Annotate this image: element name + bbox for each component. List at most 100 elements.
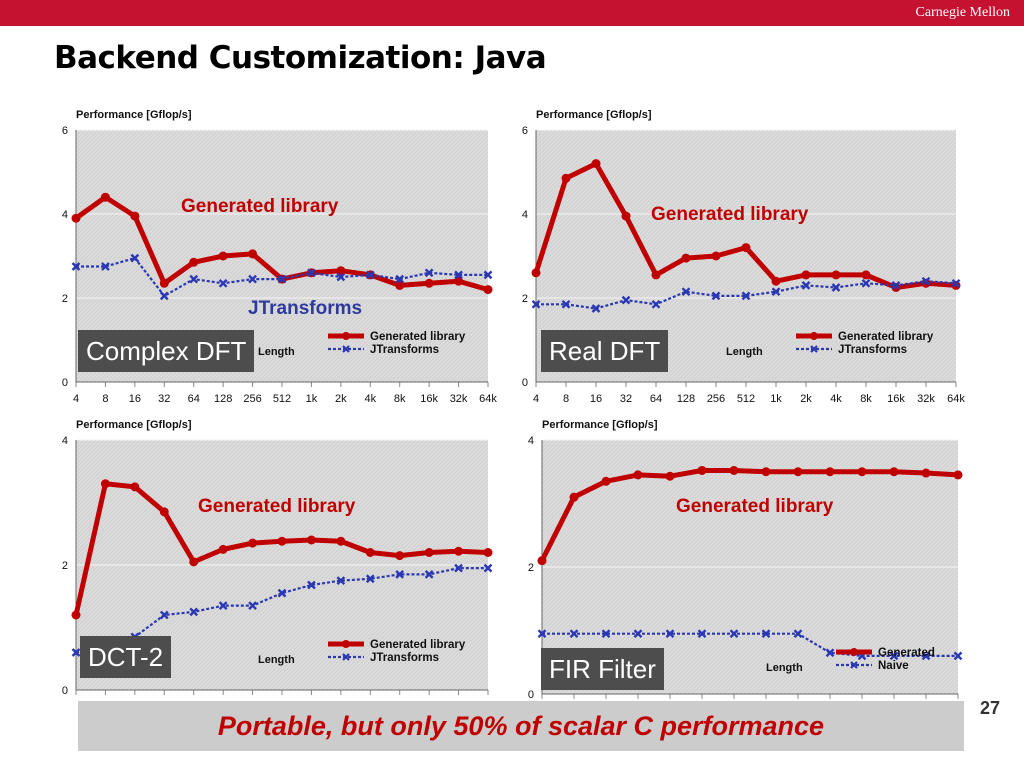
data-point-generated [189, 257, 199, 267]
legend-marker [342, 653, 350, 661]
y-tick-label: 0 [528, 689, 534, 701]
data-point-comparison [801, 281, 811, 290]
x-tick-label: 512 [273, 393, 291, 405]
chart-panel-dct-2: Performance [Gflop/s] 0 2 4 Generated librar… [28, 412, 498, 708]
data-point-comparison [395, 274, 405, 284]
data-point-generated [130, 211, 140, 221]
x-tick-label: 32 [620, 393, 632, 405]
data-point-comparison [130, 253, 140, 263]
data-point-generated [336, 536, 346, 546]
legend-entry: Generated library [838, 331, 934, 343]
data-point-generated [306, 535, 316, 545]
data-point-comparison [561, 299, 571, 309]
data-point-generated [365, 548, 375, 557]
data-point-comparison [336, 272, 346, 282]
legend-marker [342, 640, 350, 648]
x-tick-label: 4k [830, 393, 842, 405]
data-point-generated [741, 243, 751, 253]
legend-entry: JTransforms [838, 344, 907, 356]
data-point-comparison [591, 304, 601, 313]
data-point-comparison [248, 274, 257, 284]
x-tick-label: 4k [364, 393, 376, 405]
data-point-generated [218, 544, 228, 554]
data-point-comparison [71, 648, 81, 657]
chart-panel-real-dft: Performance [Gflop/s] 0 2 4 6 4 8 16 32 64 128 256 5… [506, 100, 970, 412]
data-point-generated [651, 270, 661, 280]
x-tick-label: 32k [917, 393, 935, 405]
x-tick-label: 8k [394, 393, 406, 405]
data-point-comparison [189, 607, 199, 617]
data-point-generated [665, 471, 675, 481]
data-point-generated [793, 467, 803, 477]
data-point-generated [159, 507, 169, 517]
data-point-generated [761, 467, 771, 477]
x-tick-label: 256 [243, 393, 261, 405]
legend-entry: Generated library [370, 639, 466, 651]
y-axis-label: Performance [Gflop/s] [76, 109, 192, 121]
legend-marker [850, 661, 858, 669]
data-point-generated [248, 538, 258, 548]
page-number: 27 [979, 698, 1000, 718]
data-point-generated [424, 278, 434, 288]
data-point-generated [531, 268, 541, 278]
data-point-comparison [825, 648, 835, 658]
data-point-comparison [569, 629, 579, 639]
data-point-generated [395, 280, 405, 290]
footer-banner: Portable, but only 50% of scalar C perfo… [78, 701, 964, 751]
data-point-generated [100, 479, 110, 489]
chart-panel-fir-filter: Performance [Gflop/s] 0 2 4 Generated Naive Le… [506, 412, 970, 708]
data-point-comparison [159, 610, 169, 620]
data-point-generated [454, 276, 464, 286]
data-point-generated [537, 556, 547, 566]
x-tick-label: 2k [335, 393, 347, 405]
y-tick-label: 4 [62, 209, 68, 221]
data-point-comparison [395, 570, 405, 579]
data-point-comparison [218, 601, 228, 610]
series-line-comparison [536, 280, 957, 310]
data-point-comparison [889, 651, 899, 661]
data-point-generated [891, 283, 901, 292]
x-tick-label: 16 [129, 393, 141, 405]
data-point-comparison [681, 287, 691, 297]
panel-tag-complex-dft: Complex DFT [78, 330, 255, 372]
x-tick-label: 16 [590, 393, 602, 405]
data-point-generated [681, 253, 691, 263]
y-axis-label: Performance [Gflop/s] [76, 419, 192, 431]
series-line-comparison [542, 632, 958, 657]
data-point-comparison [71, 262, 81, 271]
data-point-comparison [697, 629, 707, 639]
x-tick-label: 1k [770, 393, 782, 405]
y-tick-label: 4 [522, 209, 528, 221]
data-point-generated [921, 468, 931, 478]
x-axis-label: Length [258, 346, 295, 358]
panel-tag-dct-2: DCT-2 [80, 636, 172, 678]
data-point-generated [130, 482, 140, 492]
data-point-comparison [483, 270, 493, 280]
y-tick-label: 0 [62, 377, 68, 389]
x-tick-label: 32 [158, 393, 170, 405]
data-point-comparison [483, 563, 493, 573]
data-point-generated [729, 465, 739, 475]
x-axis-label: Length [766, 662, 803, 674]
series-line-generated [539, 467, 959, 562]
x-tick-label: 16k [887, 393, 905, 405]
y-tick-label: 2 [62, 293, 68, 305]
legend-marker [810, 345, 818, 353]
data-point-generated [454, 546, 464, 556]
data-point-comparison [454, 270, 463, 280]
data-point-comparison [189, 274, 199, 284]
y-axis-label: Performance [Gflop/s] [536, 109, 652, 121]
data-point-generated [277, 536, 287, 546]
data-point-comparison [307, 268, 316, 278]
data-point-comparison [633, 629, 643, 639]
top-bar: Carnegie Mellon [0, 0, 1024, 26]
legend-marker [342, 332, 350, 340]
x-tick-label: 128 [677, 393, 695, 405]
data-point-comparison [771, 287, 781, 297]
x-tick-label: 128 [214, 393, 232, 405]
data-point-comparison [159, 291, 169, 301]
data-point-generated [71, 610, 81, 620]
x-tick-label: 1k [306, 393, 318, 405]
x-axis-label: Length [726, 346, 763, 358]
x-tick-label: 64 [650, 393, 662, 405]
